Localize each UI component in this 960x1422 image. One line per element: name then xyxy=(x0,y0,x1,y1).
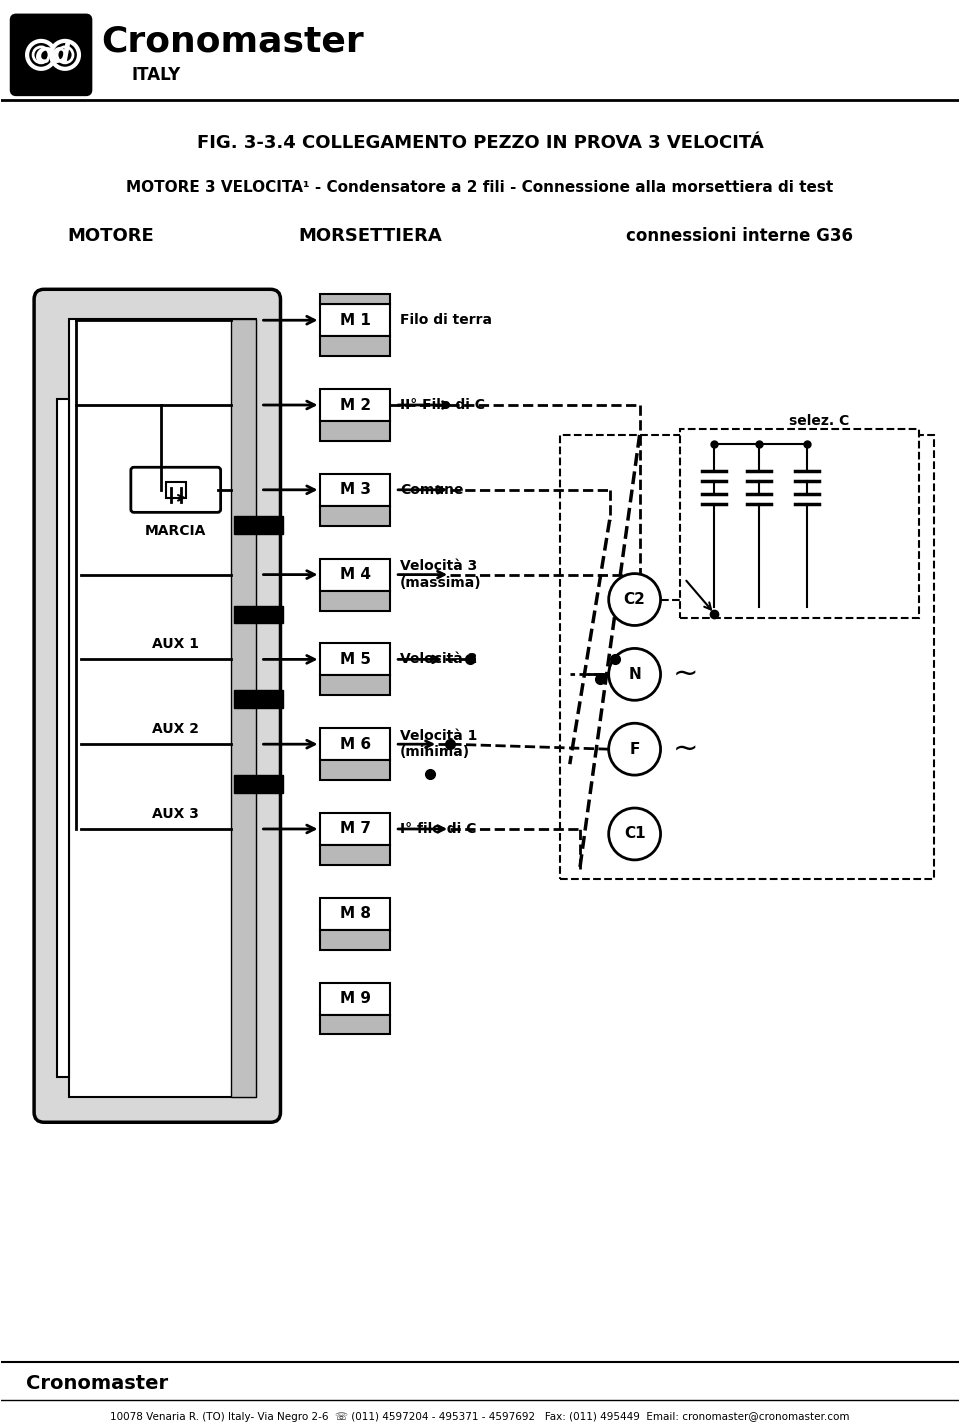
Text: ~: ~ xyxy=(673,660,698,688)
Bar xyxy=(321,897,390,930)
Text: M 9: M 9 xyxy=(340,991,371,1005)
Bar xyxy=(321,761,390,781)
Circle shape xyxy=(609,648,660,700)
Text: AUX 3: AUX 3 xyxy=(153,808,199,820)
Text: Velocità 1
(minima): Velocità 1 (minima) xyxy=(400,729,477,759)
Bar xyxy=(233,775,283,793)
Text: MOTORE 3 VELOCITA¹ - Condensatore a 2 fili - Connessione alla morsettiera di tes: MOTORE 3 VELOCITA¹ - Condensatore a 2 fi… xyxy=(127,181,833,195)
Bar xyxy=(321,675,390,695)
Bar xyxy=(321,930,390,950)
Text: MORSETTIERA: MORSETTIERA xyxy=(299,228,443,246)
Bar xyxy=(321,590,390,610)
Text: Comune: Comune xyxy=(400,483,464,496)
FancyBboxPatch shape xyxy=(131,468,221,512)
Text: cd: cd xyxy=(35,41,71,68)
Text: N: N xyxy=(628,667,641,683)
Text: M 4: M 4 xyxy=(340,567,371,582)
Text: Velocità 2: Velocità 2 xyxy=(400,653,477,667)
Text: Filo di terra: Filo di terra xyxy=(400,313,492,327)
Bar xyxy=(321,294,390,304)
Text: selez. C: selez. C xyxy=(789,414,850,428)
Circle shape xyxy=(609,724,660,775)
Bar xyxy=(680,429,919,619)
Bar xyxy=(321,643,390,675)
Bar xyxy=(233,606,283,623)
Text: AUX 1: AUX 1 xyxy=(153,637,200,651)
Text: M 5: M 5 xyxy=(340,651,371,667)
Circle shape xyxy=(33,47,49,63)
Circle shape xyxy=(609,808,660,860)
Text: connessioni interne G36: connessioni interne G36 xyxy=(626,228,852,246)
FancyBboxPatch shape xyxy=(35,289,280,1122)
Text: ITALY: ITALY xyxy=(132,65,180,84)
Text: Velocità 3
(massima): Velocità 3 (massima) xyxy=(400,559,482,590)
Text: 10078 Venaria R. (TO) Italy- Via Negro 2-6  ☏ (011) 4597204 - 495371 - 4597692  : 10078 Venaria R. (TO) Italy- Via Negro 2… xyxy=(110,1412,850,1422)
Bar xyxy=(57,400,69,1078)
Text: MOTORE: MOTORE xyxy=(67,228,155,246)
Text: C1: C1 xyxy=(624,826,645,842)
Circle shape xyxy=(609,573,660,626)
Bar xyxy=(321,421,390,441)
Bar xyxy=(321,336,390,356)
Text: ~: ~ xyxy=(673,735,698,764)
Text: M 3: M 3 xyxy=(340,482,371,498)
Bar xyxy=(321,845,390,865)
Text: Cronomaster: Cronomaster xyxy=(26,1374,168,1394)
Text: M 6: M 6 xyxy=(340,737,371,752)
Bar xyxy=(321,728,390,761)
Bar xyxy=(69,319,255,1098)
Bar xyxy=(321,304,390,336)
Bar xyxy=(233,516,283,533)
Text: C2: C2 xyxy=(624,592,645,607)
Bar xyxy=(166,482,185,498)
Bar xyxy=(230,319,255,1098)
Bar xyxy=(321,474,390,506)
Bar xyxy=(321,983,390,1014)
Circle shape xyxy=(27,41,55,68)
Bar xyxy=(321,559,390,590)
Text: MARCIA: MARCIA xyxy=(145,525,206,539)
Circle shape xyxy=(57,47,73,63)
FancyBboxPatch shape xyxy=(12,16,91,95)
Bar xyxy=(233,690,283,708)
Text: M 2: M 2 xyxy=(340,398,371,412)
Text: M 1: M 1 xyxy=(340,313,371,327)
Text: Cronomaster: Cronomaster xyxy=(101,26,364,58)
Text: I° filo di C: I° filo di C xyxy=(400,822,476,836)
Bar xyxy=(321,813,390,845)
Bar xyxy=(321,1014,390,1034)
Text: M 7: M 7 xyxy=(340,822,371,836)
Text: F: F xyxy=(630,742,639,757)
Text: II° Filo di C: II° Filo di C xyxy=(400,398,485,412)
Bar xyxy=(321,390,390,421)
Text: FIG. 3-3.4 COLLEGAMENTO PEZZO IN PROVA 3 VELOCITÁ: FIG. 3-3.4 COLLEGAMENTO PEZZO IN PROVA 3… xyxy=(197,134,763,152)
Circle shape xyxy=(51,41,79,68)
Bar xyxy=(560,435,934,879)
Text: M 8: M 8 xyxy=(340,906,371,921)
Text: AUX 2: AUX 2 xyxy=(153,722,200,737)
Bar xyxy=(321,506,390,526)
